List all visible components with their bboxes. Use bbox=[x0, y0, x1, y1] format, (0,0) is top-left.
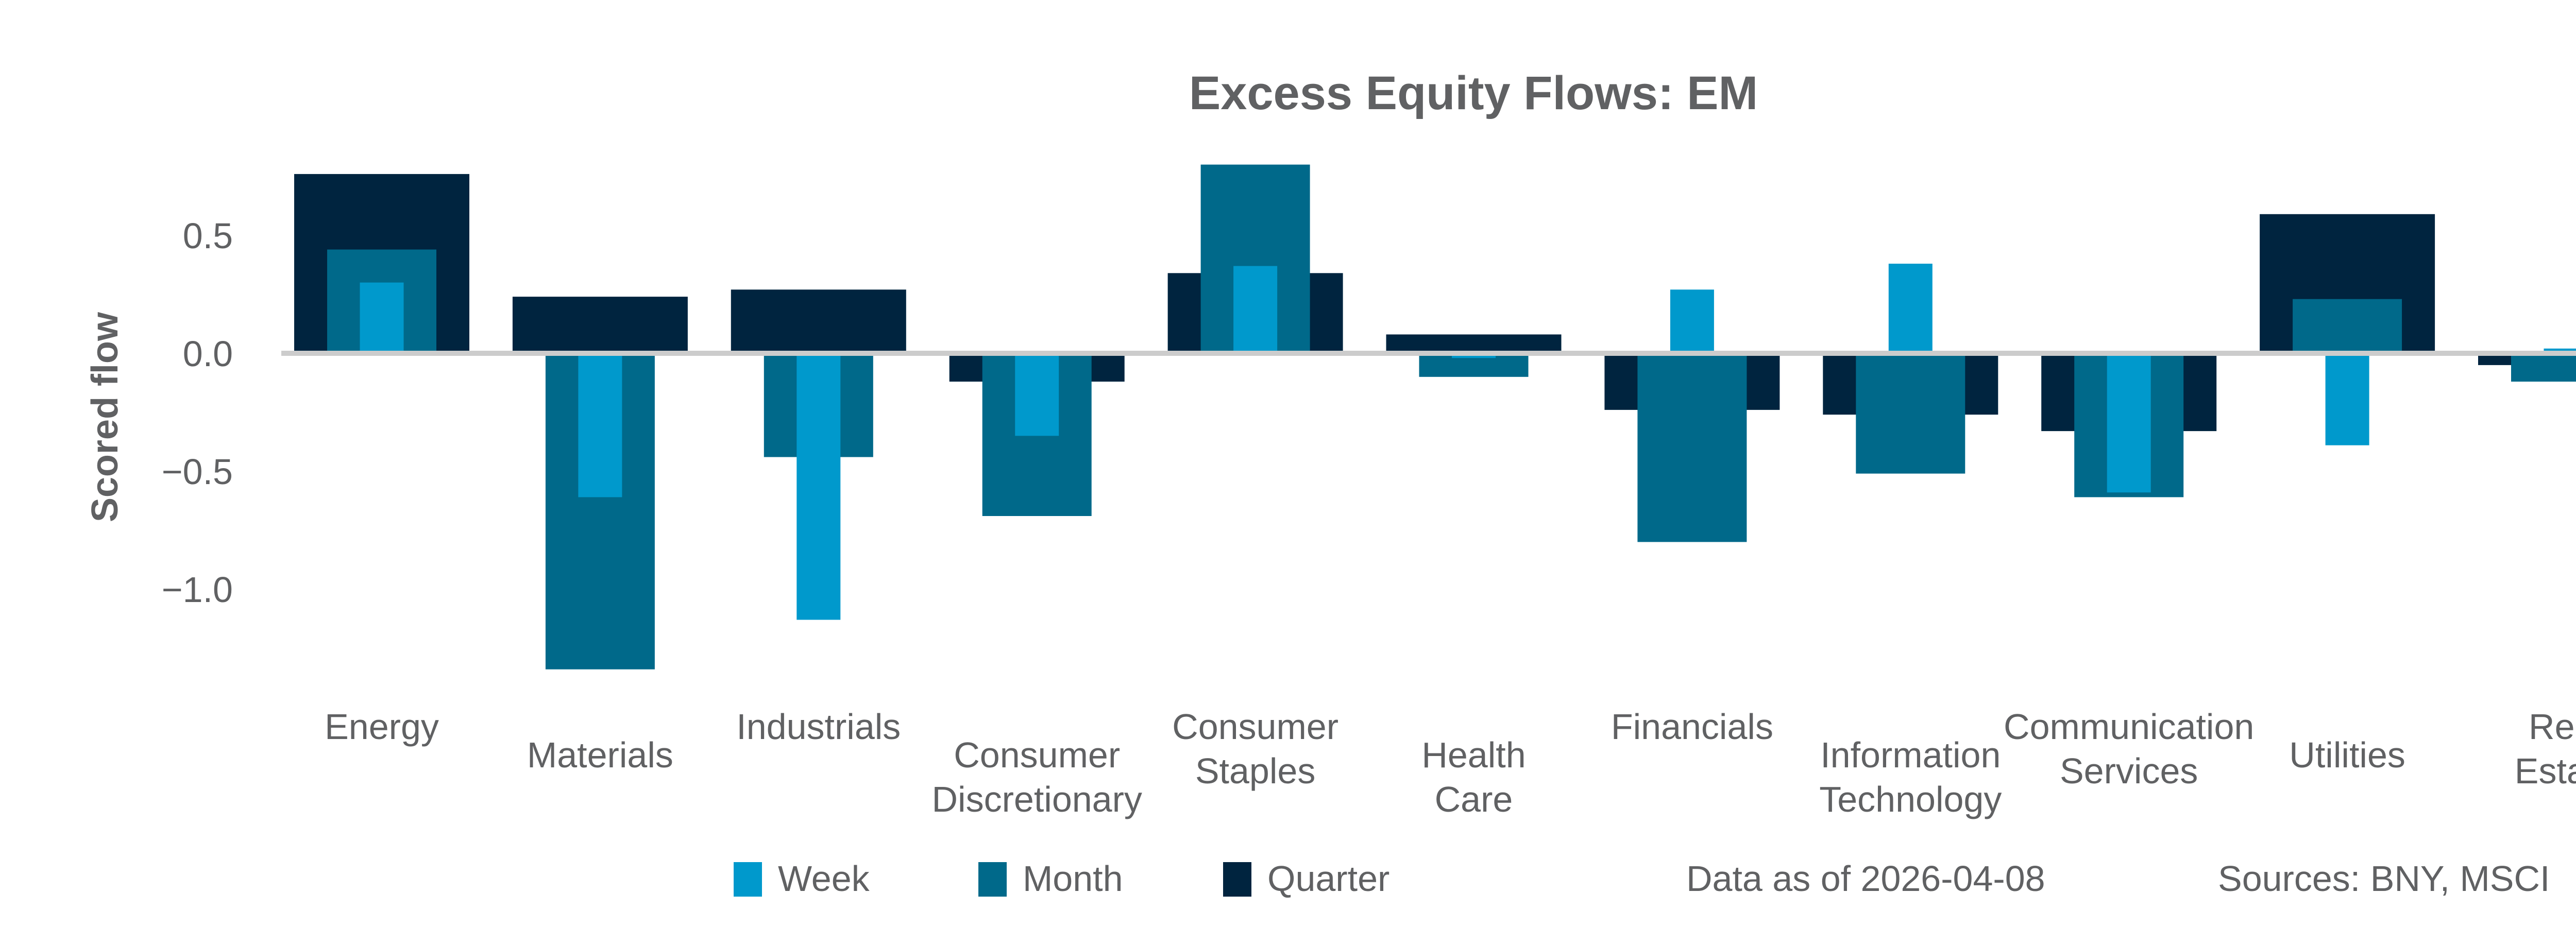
bar-week-communication-services bbox=[2107, 353, 2151, 493]
y-axis-label: Scored flow bbox=[84, 312, 126, 522]
bar-month-real-estate bbox=[2511, 353, 2576, 382]
bar-week-financials bbox=[1670, 289, 1714, 353]
series-week-bars bbox=[360, 264, 2576, 620]
bar-week-energy bbox=[360, 282, 404, 353]
category-label: Utilities bbox=[2289, 735, 2405, 775]
y-axis-ticks: 0.5 0.0 −0.5 −1.0 bbox=[162, 216, 233, 610]
bar-week-consumer-staples bbox=[1233, 266, 1278, 353]
y-tick-label: 0.0 bbox=[183, 334, 233, 374]
category-label: Financials bbox=[1611, 707, 1773, 747]
legend-label-month: Month bbox=[1023, 859, 1123, 899]
chart-title: Excess Equity Flows: EM bbox=[1189, 67, 1758, 119]
bar-quarter-materials bbox=[512, 297, 688, 353]
category-label: Materials bbox=[527, 735, 673, 775]
category-label: Consumer Discretionary bbox=[931, 735, 1142, 819]
bar-quarter-industrials bbox=[731, 289, 906, 353]
legend-item-quarter: Quarter bbox=[1223, 859, 1389, 899]
bar-week-materials bbox=[578, 353, 622, 497]
bar-month-utilities bbox=[2293, 299, 2402, 353]
legend-label-week: Week bbox=[778, 859, 870, 899]
legend-item-week: Week bbox=[734, 859, 870, 899]
category-label: Energy bbox=[325, 707, 439, 747]
category-label: Health Care bbox=[1421, 735, 1526, 819]
category-label: Information Technology bbox=[1819, 735, 2002, 819]
y-tick-label: −0.5 bbox=[162, 452, 233, 492]
category-label: Consumer Staples bbox=[1172, 707, 1338, 791]
bar-week-information-technology bbox=[1888, 264, 1933, 353]
bar-week-industrials bbox=[796, 353, 841, 620]
series-month-bars bbox=[327, 164, 2576, 670]
x-axis-category-labels: Energy Materials Industrials Consumer Discre… bbox=[325, 707, 2576, 819]
legend-swatch-quarter-icon bbox=[1223, 862, 1251, 897]
bar-month-information-technology bbox=[1856, 353, 1965, 474]
sources-note: Sources: BNY, MSCI bbox=[2218, 859, 2550, 899]
legend-label-quarter: Quarter bbox=[1267, 859, 1389, 899]
legend-swatch-week-icon bbox=[734, 862, 762, 897]
y-tick-label: −1.0 bbox=[162, 570, 233, 610]
bar-month-financials bbox=[1637, 353, 1747, 542]
legend: Week Month Quarter bbox=[734, 859, 1389, 899]
data-as-of-note: Data as of 2026-04-08 bbox=[1686, 859, 2045, 899]
bar-week-consumer-discretionary bbox=[1015, 353, 1059, 436]
legend-swatch-month-icon bbox=[978, 862, 1007, 897]
bar-quarter-health-care bbox=[1386, 334, 1562, 353]
legend-item-month: Month bbox=[978, 859, 1123, 899]
zero-baseline bbox=[281, 351, 2576, 356]
category-label: Industrials bbox=[736, 707, 901, 747]
y-tick-label: 0.5 bbox=[183, 216, 233, 256]
category-label: RealEstate bbox=[2515, 707, 2576, 791]
category-label: Communication Services bbox=[2004, 707, 2254, 791]
bar-week-utilities bbox=[2325, 353, 2369, 445]
